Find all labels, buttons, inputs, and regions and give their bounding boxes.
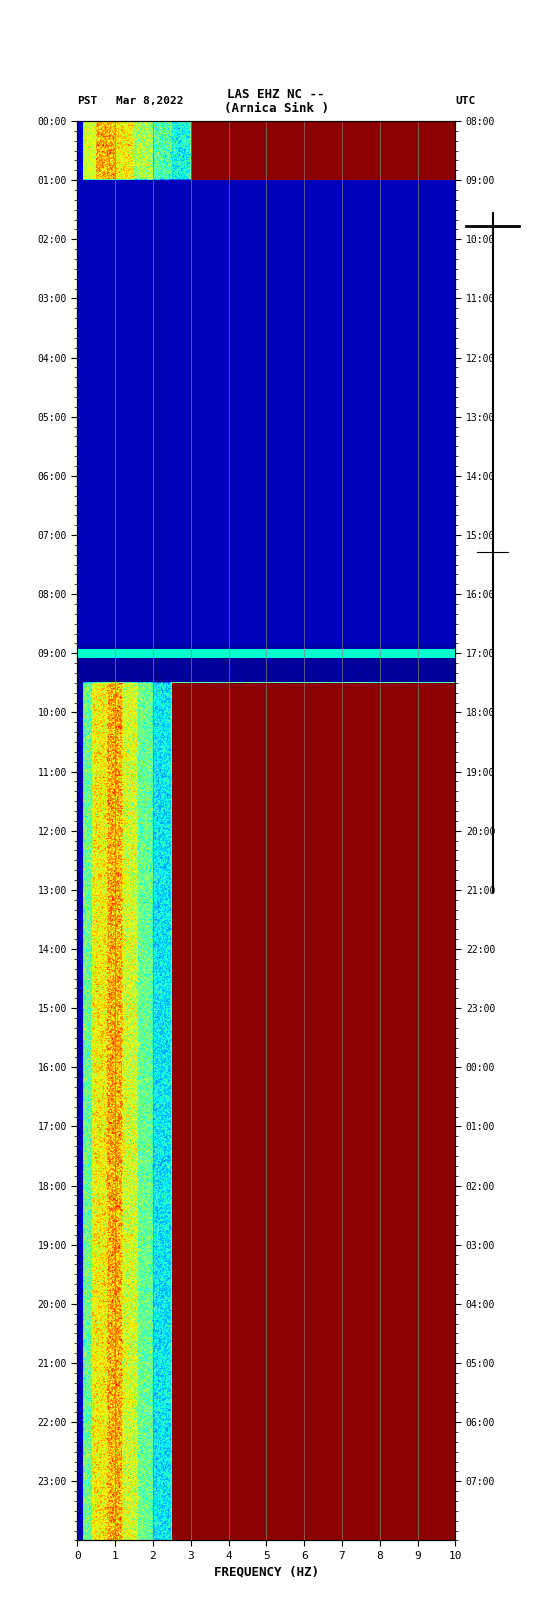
Text: USGS: USGS bbox=[23, 27, 70, 42]
Bar bbox=[77, 644, 455, 648]
Bar bbox=[172, 682, 455, 1540]
Bar bbox=[77, 181, 455, 653]
Bar bbox=[77, 648, 455, 658]
Text: Mar 8,2022: Mar 8,2022 bbox=[116, 97, 183, 106]
Text: UTC: UTC bbox=[455, 97, 476, 106]
X-axis label: FREQUENCY (HZ): FREQUENCY (HZ) bbox=[214, 1565, 319, 1578]
Text: (Arnica Sink ): (Arnica Sink ) bbox=[224, 102, 328, 115]
Bar bbox=[191, 121, 455, 181]
Text: PST: PST bbox=[77, 97, 98, 106]
Text: ~: ~ bbox=[6, 26, 22, 44]
Text: LAS EHZ NC --: LAS EHZ NC -- bbox=[227, 87, 325, 100]
